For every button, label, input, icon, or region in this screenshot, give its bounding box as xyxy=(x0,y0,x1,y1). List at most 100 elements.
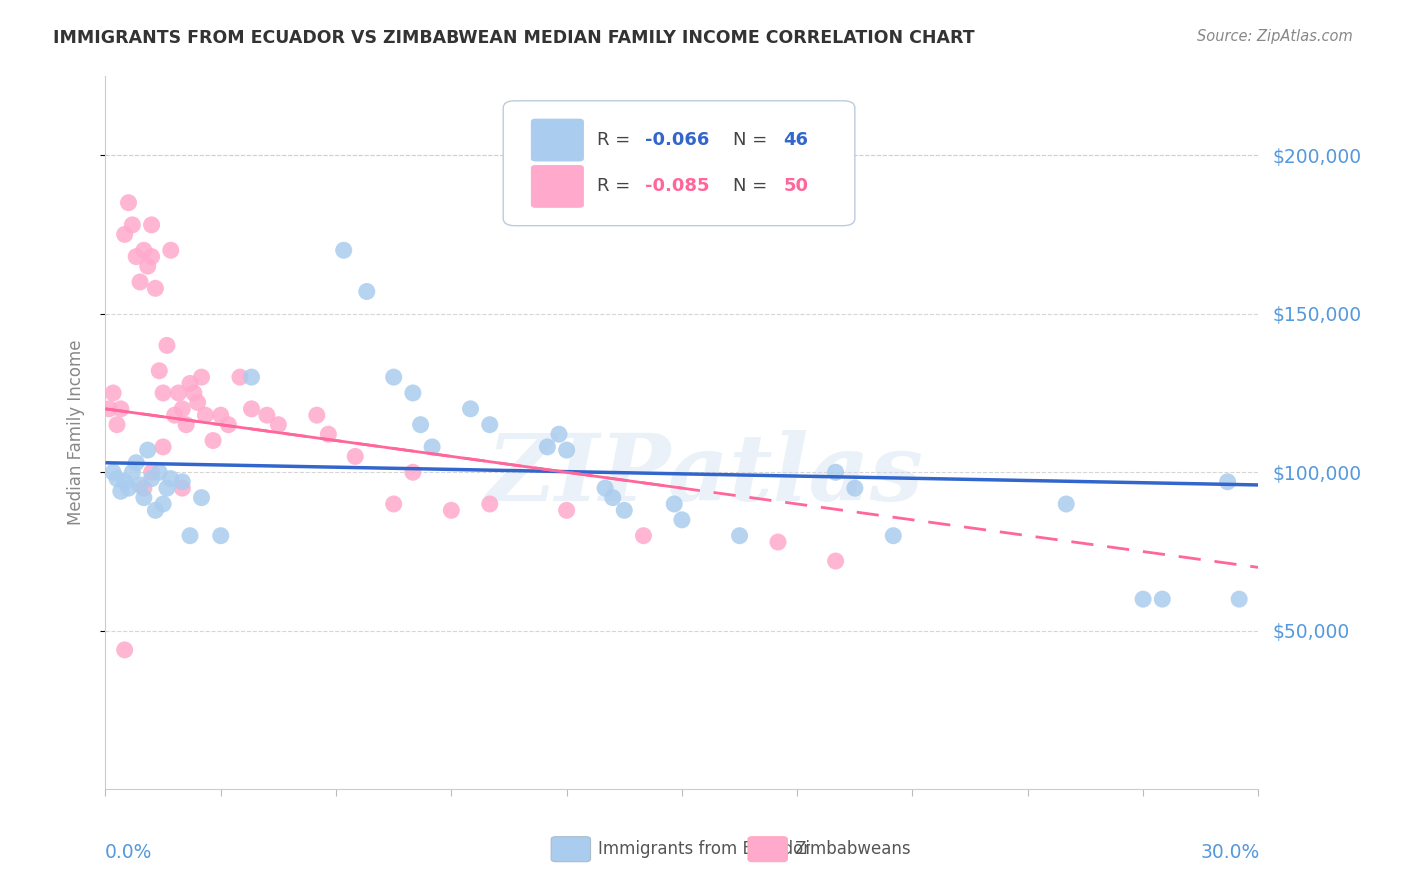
Point xyxy=(555,503,578,517)
Point xyxy=(267,417,290,432)
Point xyxy=(129,275,152,289)
Text: N =: N = xyxy=(733,178,773,195)
Point xyxy=(882,529,904,543)
Text: -0.066: -0.066 xyxy=(645,131,710,149)
Text: 46: 46 xyxy=(783,131,808,149)
Point xyxy=(174,417,197,432)
Point xyxy=(132,481,155,495)
Point xyxy=(105,417,128,432)
Point xyxy=(402,465,425,479)
Point xyxy=(240,370,263,384)
Point xyxy=(156,338,179,352)
Point xyxy=(305,408,328,422)
Point xyxy=(105,472,128,486)
Text: 50: 50 xyxy=(783,178,808,195)
Y-axis label: Median Family Income: Median Family Income xyxy=(66,340,84,525)
Point xyxy=(163,408,186,422)
Point xyxy=(117,481,139,495)
Point xyxy=(402,386,425,401)
Point xyxy=(602,491,624,505)
Point xyxy=(728,529,751,543)
Text: 0.0%: 0.0% xyxy=(104,843,152,862)
Point xyxy=(141,250,163,264)
Point xyxy=(159,472,181,486)
Point xyxy=(172,481,194,495)
Point xyxy=(148,364,170,378)
Point xyxy=(382,370,405,384)
Point xyxy=(633,529,655,543)
Text: Source: ZipAtlas.com: Source: ZipAtlas.com xyxy=(1197,29,1353,44)
Point xyxy=(179,376,201,391)
Text: R =: R = xyxy=(596,178,636,195)
Point xyxy=(1152,592,1174,607)
Point xyxy=(194,408,217,422)
Point xyxy=(152,386,174,401)
Point xyxy=(240,401,263,416)
Point xyxy=(179,529,201,543)
Point xyxy=(148,465,170,479)
Text: ZIPatlas: ZIPatlas xyxy=(486,431,924,520)
Point xyxy=(145,503,167,517)
Point xyxy=(132,491,155,505)
Point xyxy=(125,456,148,470)
Text: N =: N = xyxy=(733,131,773,149)
FancyBboxPatch shape xyxy=(531,119,583,161)
Point xyxy=(132,244,155,258)
Point xyxy=(536,440,558,454)
Point xyxy=(766,535,789,549)
Point xyxy=(141,465,163,479)
Point xyxy=(382,497,405,511)
Point xyxy=(356,285,378,299)
Point xyxy=(129,478,152,492)
Point xyxy=(548,427,571,442)
Point xyxy=(824,465,846,479)
Point xyxy=(420,440,443,454)
Point xyxy=(202,434,225,448)
Text: -0.085: -0.085 xyxy=(645,178,710,195)
Point xyxy=(98,401,121,416)
Point xyxy=(664,497,686,511)
Point xyxy=(114,643,136,657)
Point xyxy=(172,401,194,416)
Point xyxy=(1054,497,1077,511)
FancyBboxPatch shape xyxy=(503,101,855,226)
Point xyxy=(114,475,136,489)
Point xyxy=(209,408,232,422)
Point xyxy=(671,513,693,527)
Point xyxy=(172,475,194,489)
Point xyxy=(167,386,190,401)
Point xyxy=(344,450,367,464)
Point xyxy=(152,440,174,454)
Text: 30.0%: 30.0% xyxy=(1201,843,1260,862)
Text: Immigrants from Ecuador: Immigrants from Ecuador xyxy=(598,840,810,858)
Point xyxy=(125,250,148,264)
Point xyxy=(844,481,866,495)
Point xyxy=(121,218,143,232)
Point xyxy=(318,427,340,442)
Point xyxy=(152,497,174,511)
Point xyxy=(1227,592,1250,607)
Point xyxy=(101,386,124,401)
Point xyxy=(593,481,616,495)
Point xyxy=(136,259,159,273)
Point xyxy=(187,395,209,409)
Point xyxy=(460,401,482,416)
Point xyxy=(440,503,463,517)
Point xyxy=(183,386,205,401)
Point xyxy=(478,417,501,432)
Point xyxy=(159,244,181,258)
Point xyxy=(217,417,239,432)
Point xyxy=(110,401,132,416)
Point xyxy=(141,218,163,232)
Point xyxy=(332,244,354,258)
Point xyxy=(409,417,432,432)
Point xyxy=(478,497,501,511)
Point xyxy=(190,491,212,505)
Point xyxy=(613,503,636,517)
Point xyxy=(1132,592,1154,607)
Point xyxy=(555,443,578,458)
Point xyxy=(209,529,232,543)
Point xyxy=(121,465,143,479)
Point xyxy=(190,370,212,384)
Text: Zimbabweans: Zimbabweans xyxy=(794,840,911,858)
